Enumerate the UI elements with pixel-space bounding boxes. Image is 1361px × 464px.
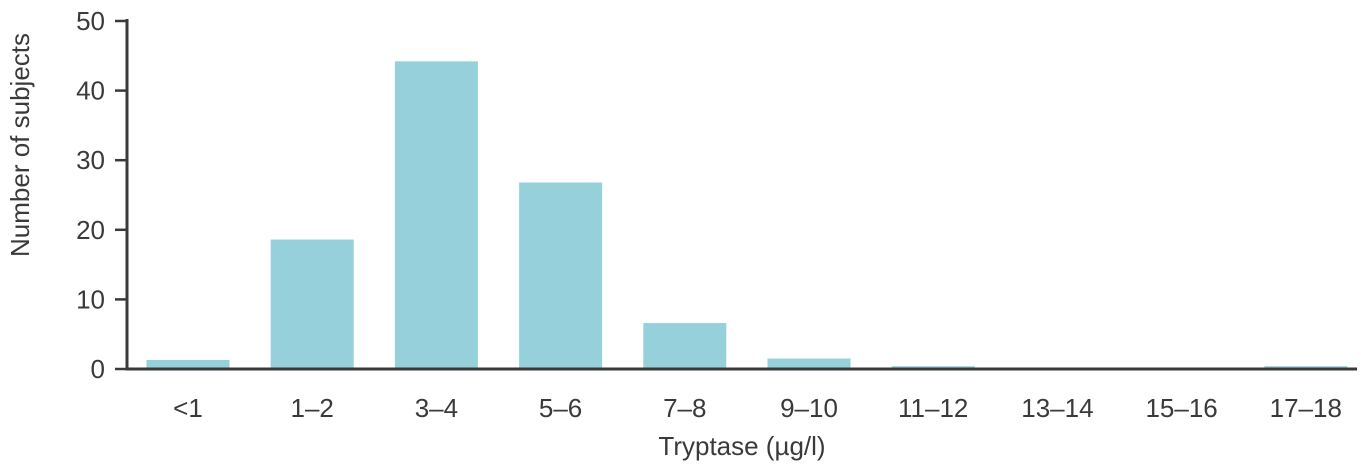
bar [394,61,478,369]
bar [643,323,727,369]
x-tick-label: 13–14 [1021,393,1093,423]
bar [146,359,230,369]
y-axis-ticks: 0 10 20 30 40 50 [76,6,127,384]
y-tick-label: 10 [76,284,105,314]
bar [767,358,851,369]
x-tick-label: <1 [173,393,203,423]
x-tick-label: 5–6 [539,393,582,423]
bars-group [146,61,1348,369]
y-tick-label: 0 [91,354,105,384]
y-tick-label: 50 [76,6,105,36]
x-tick-label: 17–18 [1270,393,1342,423]
x-tick-label: 1–2 [291,393,334,423]
y-tick-label: 30 [76,145,105,175]
x-axis-title: Tryptase (µg/l) [658,431,825,461]
y-axis-title: Number of subjects [5,33,35,257]
y-tick-label: 20 [76,215,105,245]
x-tick-label: 7–8 [663,393,706,423]
bar [519,182,603,369]
x-tick-label: 3–4 [415,393,458,423]
x-axis-ticks: <1 1–2 3–4 5–6 7–8 9–10 11–12 13–14 15–16 17–18 [173,393,1342,423]
x-tick-label: 11–12 [898,393,968,423]
bar [270,239,354,369]
y-tick-label: 40 [76,76,105,106]
x-tick-label: 15–16 [1145,393,1217,423]
x-tick-label: 9–10 [780,393,838,423]
